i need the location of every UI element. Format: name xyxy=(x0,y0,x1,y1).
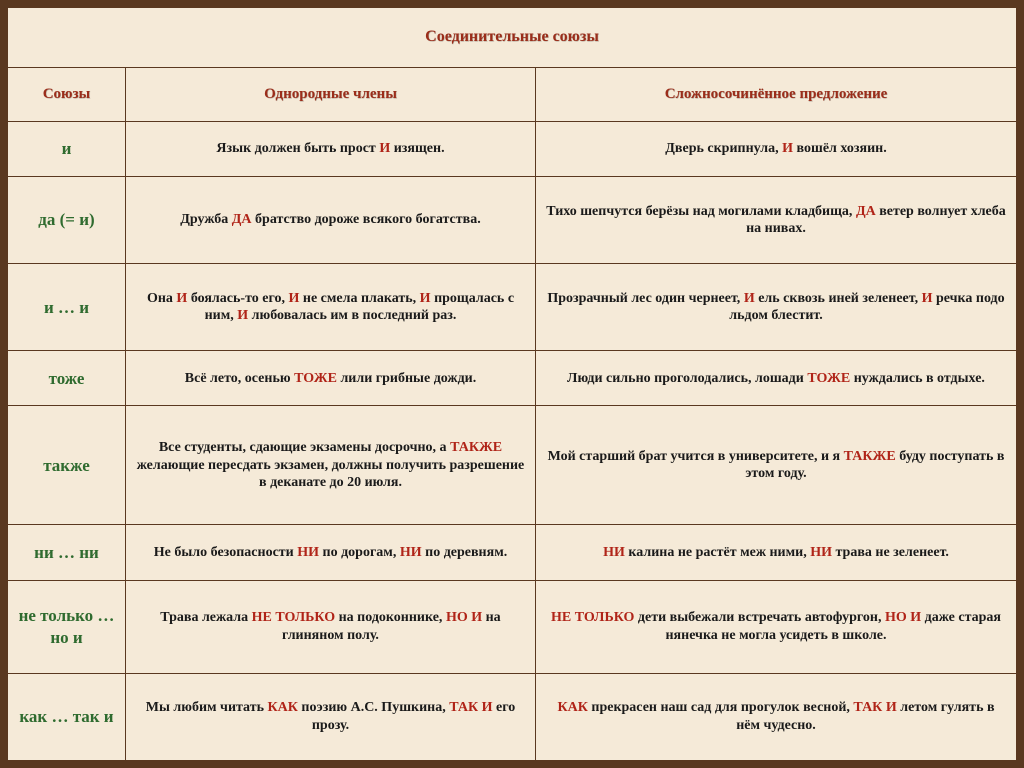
compound-example: Люди сильно проголодались, лошади ТОЖЕ н… xyxy=(536,351,1017,406)
highlighted-conjunction: ДА xyxy=(232,212,252,227)
highlighted-conjunction: И xyxy=(922,291,933,306)
highlighted-conjunction: ДА xyxy=(856,204,876,219)
highlighted-conjunction: И xyxy=(237,308,248,323)
conjunctions-table: Соединительные союзы Союзы Однородные чл… xyxy=(7,7,1017,761)
highlighted-conjunction: НИ xyxy=(400,545,422,560)
highlighted-conjunction: НИ xyxy=(297,545,319,560)
highlighted-conjunction: КАК xyxy=(267,700,297,715)
homogeneous-example: Всё лето, осенью ТОЖЕ лили грибные дожди… xyxy=(126,351,536,406)
compound-example: Мой старший брат учится в университете, … xyxy=(536,406,1017,525)
highlighted-conjunction: НО И xyxy=(446,610,482,625)
highlighted-conjunction: И xyxy=(744,291,755,306)
table-row: да (= и)Дружба ДА братство дороже всяког… xyxy=(8,177,1017,264)
table-row: как … так иМы любим читать КАК поэзию А.… xyxy=(8,673,1017,760)
table-title: Соединительные союзы xyxy=(8,8,1017,68)
highlighted-conjunction: И xyxy=(379,141,390,156)
homogeneous-example: Трава лежала НЕ ТОЛЬКО на подоконнике, Н… xyxy=(126,580,536,673)
homogeneous-example: Она И боялась-то его, И не смела плакать… xyxy=(126,264,536,351)
union-cell: тоже xyxy=(8,351,126,406)
header-homogeneous: Однородные члены xyxy=(126,67,536,121)
highlighted-conjunction: КАК xyxy=(557,700,587,715)
homogeneous-example: Все студенты, сдающие экзамены досрочно,… xyxy=(126,406,536,525)
table-row: такжеВсе студенты, сдающие экзамены доср… xyxy=(8,406,1017,525)
highlighted-conjunction: НИ xyxy=(603,545,625,560)
homogeneous-example: Не было безопасности НИ по дорогам, НИ п… xyxy=(126,525,536,580)
highlighted-conjunction: ТАК И xyxy=(449,700,492,715)
highlighted-conjunction: НИ xyxy=(810,545,832,560)
highlighted-conjunction: НЕ ТОЛЬКО xyxy=(252,610,335,625)
table-frame: Соединительные союзы Союзы Однородные чл… xyxy=(5,5,1019,763)
table-row: ни … ниНе было безопасности НИ по дорога… xyxy=(8,525,1017,580)
highlighted-conjunction: ТАК И xyxy=(853,700,896,715)
table-row: и … иОна И боялась-то его, И не смела пл… xyxy=(8,264,1017,351)
compound-example: Тихо шепчутся берёзы над могилами кладби… xyxy=(536,177,1017,264)
compound-example: КАК прекрасен наш сад для прогулок весно… xyxy=(536,673,1017,760)
header-unions: Союзы xyxy=(8,67,126,121)
header-row: Союзы Однородные члены Сложносочинённое … xyxy=(8,67,1017,121)
union-cell: да (= и) xyxy=(8,177,126,264)
compound-example: Дверь скрипнула, И вошёл хозяин. xyxy=(536,121,1017,176)
homogeneous-example: Мы любим читать КАК поэзию А.С. Пушкина,… xyxy=(126,673,536,760)
highlighted-conjunction: ТАКЖЕ xyxy=(844,449,896,464)
title-row: Соединительные союзы xyxy=(8,8,1017,68)
union-cell: как … так и xyxy=(8,673,126,760)
union-cell: и xyxy=(8,121,126,176)
homogeneous-example: Дружба ДА братство дороже всякого богатс… xyxy=(126,177,536,264)
highlighted-conjunction: И xyxy=(176,291,187,306)
highlighted-conjunction: НЕ ТОЛЬКО xyxy=(551,610,634,625)
highlighted-conjunction: ТАКЖЕ xyxy=(450,440,502,455)
union-cell: и … и xyxy=(8,264,126,351)
highlighted-conjunction: НО И xyxy=(885,610,921,625)
header-compound: Сложносочинённое предложение xyxy=(536,67,1017,121)
highlighted-conjunction: И xyxy=(420,291,431,306)
highlighted-conjunction: И xyxy=(288,291,299,306)
compound-example: Прозрачный лес один чернеет, И ель сквоз… xyxy=(536,264,1017,351)
table-row: иЯзык должен быть прост И изящен.Дверь с… xyxy=(8,121,1017,176)
table-row: тожеВсё лето, осенью ТОЖЕ лили грибные д… xyxy=(8,351,1017,406)
union-cell: также xyxy=(8,406,126,525)
compound-example: НЕ ТОЛЬКО дети выбежали встречать автофу… xyxy=(536,580,1017,673)
compound-example: НИ калина не растёт меж ними, НИ трава н… xyxy=(536,525,1017,580)
union-cell: не только … но и xyxy=(8,580,126,673)
table-row: не только … но иТрава лежала НЕ ТОЛЬКО н… xyxy=(8,580,1017,673)
homogeneous-example: Язык должен быть прост И изящен. xyxy=(126,121,536,176)
union-cell: ни … ни xyxy=(8,525,126,580)
highlighted-conjunction: ТОЖЕ xyxy=(294,371,337,386)
highlighted-conjunction: ТОЖЕ xyxy=(807,371,850,386)
highlighted-conjunction: И xyxy=(782,141,793,156)
